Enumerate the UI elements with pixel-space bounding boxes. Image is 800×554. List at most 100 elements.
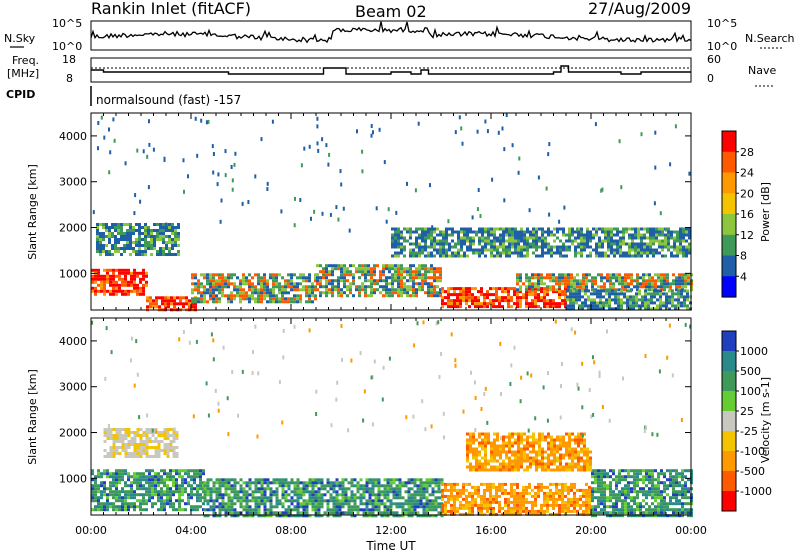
power-cell-band-4: [337, 264, 340, 268]
velocity-cell-band-2: [278, 511, 282, 515]
velocity-cell-band-3: [588, 494, 591, 498]
power-cell-band-8: [673, 245, 676, 249]
power-cell-band-4: [415, 276, 418, 280]
velocity-cell-band-2: [233, 511, 237, 515]
velocity-cell-band-3: [510, 509, 513, 513]
power-cell-band-6: [663, 285, 666, 289]
power-cell-band-7: [593, 289, 596, 293]
power-cell-band-4: [436, 270, 439, 274]
velocity-cell-band-0: [181, 469, 184, 473]
velocity-cell-band-0: [157, 496, 160, 500]
power-scatter-cell: [406, 181, 408, 186]
velocity-cell-band-4: [633, 508, 636, 512]
power-cell-band-0: [121, 277, 124, 281]
power-scatter-cell: [152, 147, 155, 152]
power-cell-band-2: [120, 223, 123, 226]
power-cell-band-5: [465, 293, 468, 297]
velocity-cell-band-2: [329, 499, 333, 503]
velocity-cell-band-4: [600, 484, 603, 488]
velocity-cell-band-3: [483, 500, 486, 504]
power-cell-band-6: [687, 273, 690, 277]
power-cell-band-8: [460, 227, 463, 231]
velocity-cell-band-2: [347, 487, 351, 491]
velocity-cell-band-3: [459, 512, 462, 516]
power-cell-band-4: [379, 285, 382, 289]
velocity-cell-band-4: [651, 496, 654, 500]
velocity-cell-band-2: [371, 478, 375, 482]
velocity-cell-band-0: [154, 475, 157, 479]
power-cell-band-8: [469, 230, 472, 234]
velocity-cell-band-2: [254, 505, 258, 509]
power-cell-band-3: [221, 279, 224, 283]
velocity-cell-band-2: [314, 502, 318, 506]
velocity-cell-band-0: [196, 484, 199, 488]
power-scatter-cell: [558, 219, 561, 224]
power-cell-band-5: [540, 299, 543, 303]
power-cell-band-8: [403, 227, 406, 231]
velocity-cell-band-0: [109, 490, 112, 494]
power-cell-band-2: [96, 244, 99, 247]
power-cell-band-8: [580, 236, 583, 240]
power-scatter-cell: [378, 127, 381, 132]
velocity-cell-band-1: [112, 437, 116, 440]
velocity-cell-band-2: [311, 499, 315, 503]
power-cell-band-3: [212, 300, 215, 304]
power-cell-band-6: [573, 282, 576, 286]
power-cell-band-8: [604, 251, 607, 255]
power-cell-band-3: [272, 294, 275, 298]
power-cell-band-4: [385, 294, 388, 298]
velocity-cell-band-2: [404, 502, 408, 506]
power-cell-band-3: [311, 282, 314, 286]
power-cell-band-4: [412, 285, 415, 289]
power-cell-band-3: [308, 291, 311, 295]
power-cell-band-6: [588, 279, 591, 283]
velocity-cell-band-4: [660, 469, 663, 473]
velocity-cell-band-2: [377, 484, 381, 488]
power-cell-band-2: [111, 232, 114, 235]
velocity-cell-band-3: [564, 500, 567, 504]
power-cell-band-8: [616, 230, 619, 234]
velocity-cell-band-4: [624, 508, 627, 512]
velocity-cell-band-1: [139, 437, 143, 440]
velocity-cell-band-3: [582, 488, 585, 492]
power-cell-band-7: [605, 289, 608, 293]
velocity-cell-band-2: [239, 496, 243, 500]
velocity-cell-band-3: [471, 491, 474, 495]
power-cell-band-5: [486, 305, 489, 309]
power-cell-band-7: [647, 307, 650, 311]
velocity-cell-band-2: [413, 505, 417, 509]
power-cell-band-6: [612, 285, 615, 289]
nsky-left-tick-bottom: 10^0: [52, 40, 82, 53]
velocity-cell-band-4: [681, 472, 684, 476]
power-colorbar-swatch: [722, 131, 736, 153]
velocity-cell-band-4: [651, 493, 654, 497]
velocity-cell-band-4: [672, 484, 675, 488]
power-cell-band-8: [523, 236, 526, 240]
velocity-cell-band-2: [425, 514, 429, 518]
power-cell-band-8: [628, 227, 631, 231]
velocity-cell-band-1: [148, 431, 152, 434]
velocity-cell-band-4: [597, 490, 600, 494]
power-cell-band-8: [685, 239, 688, 243]
power-cell-band-8: [472, 236, 475, 240]
velocity-cell-band-4: [657, 478, 660, 482]
velocity-cell-band-3: [477, 488, 480, 492]
power-scatter-cell: [230, 165, 233, 169]
power-cell-band-8: [649, 239, 652, 243]
power-cell-band-5: [540, 287, 543, 291]
velocity-cell-band-1: [169, 449, 173, 452]
velocity-cell-band-1: [127, 443, 131, 446]
velocity-cell-band-4: [642, 487, 645, 491]
power-cell-band-8: [490, 248, 493, 252]
velocity-cell-band-5: [472, 447, 475, 451]
velocity-cell-band-2: [251, 514, 255, 518]
power-cell-band-3: [287, 291, 290, 295]
velocity-cell-band-4: [648, 511, 651, 515]
power-cell-band-4: [322, 270, 325, 274]
power-cell-band-8: [517, 239, 520, 243]
velocity-cell-band-3: [576, 500, 579, 504]
velocity-cell-band-2: [248, 484, 252, 488]
velocity-cell-band-2: [311, 496, 315, 500]
power-cell-band-8: [508, 230, 511, 234]
velocity-cell-band-0: [145, 502, 148, 506]
